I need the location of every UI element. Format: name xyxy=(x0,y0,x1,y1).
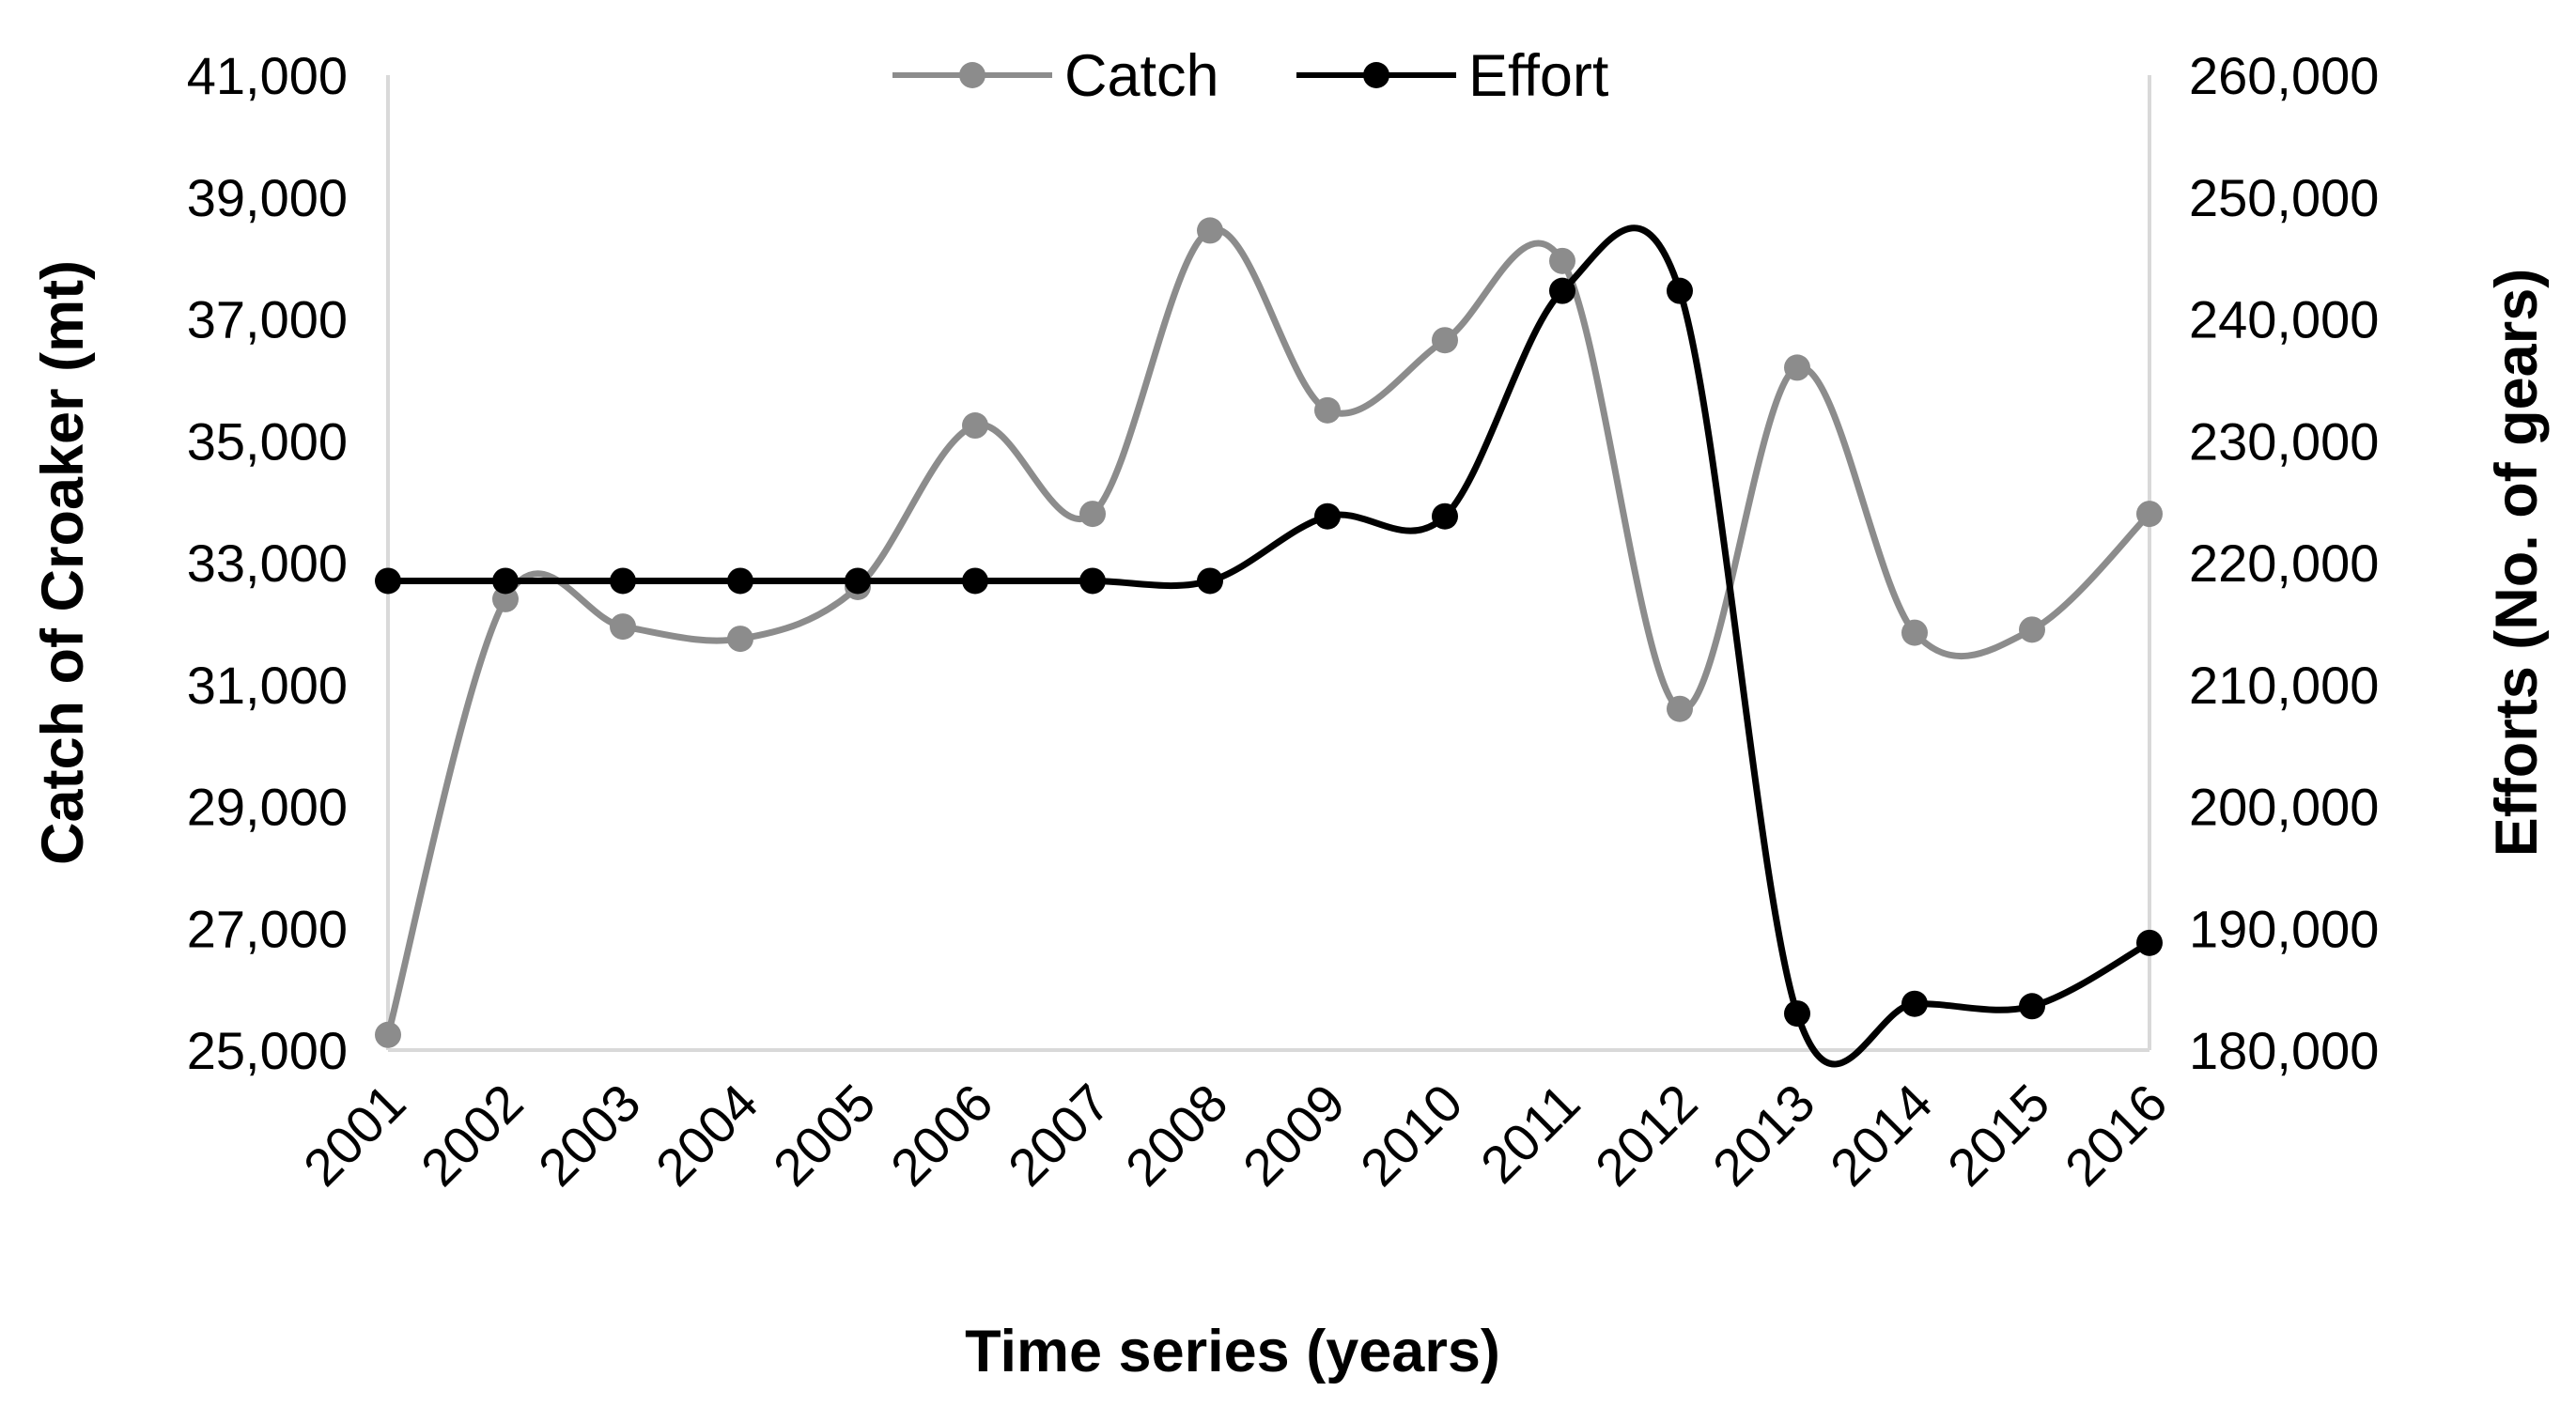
catch-point xyxy=(492,585,519,612)
x-tick-label: 2014 xyxy=(1819,1073,1944,1198)
y-left-tick-label: 31,000 xyxy=(187,656,348,715)
catch-point xyxy=(1432,327,1458,354)
legend-effort-marker xyxy=(1363,62,1389,88)
x-tick-label: 2008 xyxy=(1114,1073,1239,1198)
y-left-tick-label: 37,000 xyxy=(187,290,348,349)
y-left-tick-label: 25,000 xyxy=(187,1021,348,1080)
legend-catch-marker xyxy=(959,62,985,88)
right-axis-ticks: 180,000 190,000 200,000 210,000 220,000 230,0… xyxy=(2189,46,2379,1080)
effort-point xyxy=(492,567,519,595)
effort-point xyxy=(727,567,753,595)
y-right-tick-label: 240,000 xyxy=(2189,290,2379,349)
catch-point xyxy=(610,613,636,641)
y-left-tick-label: 33,000 xyxy=(187,533,348,593)
y-axis-right-title: Efforts (No. of gears) xyxy=(2484,269,2550,858)
effort-point xyxy=(845,567,871,595)
x-tick-label: 2003 xyxy=(527,1073,652,1198)
y-right-tick-label: 200,000 xyxy=(2189,778,2379,837)
x-tick-label: 2007 xyxy=(997,1073,1122,1198)
x-tick-label: 2016 xyxy=(2054,1073,2179,1198)
catch-point xyxy=(1197,217,1223,244)
effort-point xyxy=(1667,277,1693,304)
catch-point xyxy=(2136,501,2163,528)
catch-point xyxy=(727,626,753,653)
y-right-tick-label: 180,000 xyxy=(2189,1021,2379,1080)
effort-point xyxy=(610,567,636,595)
effort-point xyxy=(1549,277,1575,304)
x-axis-ticks: 2001200220032004200520062007200820092010… xyxy=(292,1073,2179,1198)
y-right-tick-label: 220,000 xyxy=(2189,533,2379,593)
effort-point xyxy=(1432,502,1458,530)
effort-point xyxy=(962,567,988,595)
effort-point xyxy=(1901,990,1928,1017)
effort-point xyxy=(375,567,401,595)
series-catch xyxy=(375,217,2163,1048)
effort-point xyxy=(1197,567,1223,595)
x-tick-label: 2005 xyxy=(762,1073,887,1198)
series-layer xyxy=(375,217,2163,1068)
y-axis-left-title: Catch of Croaker (mt) xyxy=(30,260,96,865)
effort-point xyxy=(2136,929,2163,956)
catch-point xyxy=(1079,501,1106,528)
series-effort xyxy=(375,224,2163,1068)
catch-point xyxy=(1667,695,1693,722)
effort-point xyxy=(2019,993,2045,1020)
x-tick-label: 2002 xyxy=(410,1073,535,1198)
legend-effort-label: Effort xyxy=(1468,43,1609,109)
y-left-tick-label: 29,000 xyxy=(187,778,348,837)
x-tick-label: 2013 xyxy=(1701,1073,1826,1198)
catch-point xyxy=(375,1021,401,1048)
legend-catch-label: Catch xyxy=(1064,43,1219,109)
x-tick-label: 2009 xyxy=(1232,1073,1357,1198)
y-right-tick-label: 190,000 xyxy=(2189,899,2379,958)
legend: Catch Effort xyxy=(892,43,1609,109)
left-axis-ticks: 25,000 27,000 29,000 31,000 33,000 35,000 37,0… xyxy=(187,46,348,1080)
y-left-tick-label: 27,000 xyxy=(187,899,348,958)
x-tick-label: 2015 xyxy=(1936,1073,2061,1198)
catch-point xyxy=(1314,396,1341,424)
y-right-tick-label: 260,000 xyxy=(2189,46,2379,105)
y-right-tick-label: 250,000 xyxy=(2189,168,2379,227)
y-left-tick-label: 39,000 xyxy=(187,168,348,227)
catch-point xyxy=(1901,619,1928,646)
x-tick-label: 2006 xyxy=(879,1073,1004,1198)
x-tick-label: 2001 xyxy=(292,1073,417,1198)
x-tick-label: 2004 xyxy=(644,1073,769,1198)
y-left-tick-label: 35,000 xyxy=(187,411,348,471)
x-tick-label: 2011 xyxy=(1469,1073,1591,1195)
catch-line xyxy=(384,225,2153,1039)
x-tick-label: 2012 xyxy=(1584,1073,1709,1198)
effort-point xyxy=(1314,502,1341,530)
y-right-tick-label: 230,000 xyxy=(2189,411,2379,471)
y-left-tick-label: 41,000 xyxy=(187,46,348,105)
effort-line xyxy=(384,224,2153,1068)
x-axis-title: Time series (years) xyxy=(965,1319,1500,1384)
catch-point xyxy=(1784,354,1810,381)
y-right-tick-label: 210,000 xyxy=(2189,656,2379,715)
catch-point xyxy=(2019,616,2045,643)
catch-point xyxy=(962,412,988,440)
effort-point xyxy=(1784,1000,1810,1028)
catch-point xyxy=(1549,247,1575,274)
x-tick-label: 2010 xyxy=(1349,1073,1474,1198)
effort-point xyxy=(1079,567,1106,595)
